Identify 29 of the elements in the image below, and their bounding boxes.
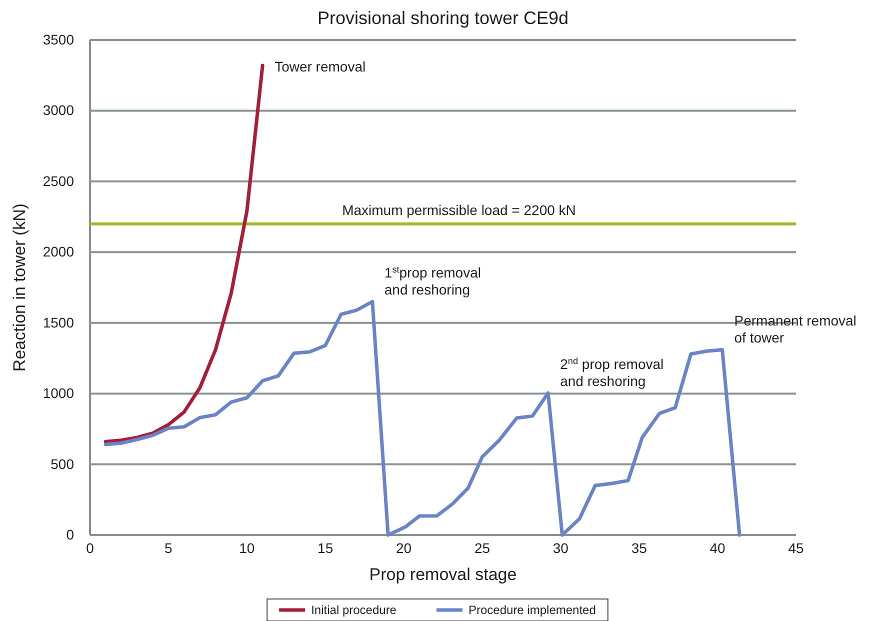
legend-label: Procedure implemented bbox=[468, 603, 596, 617]
y-tick-label: 3000 bbox=[42, 102, 74, 118]
x-tick-label: 15 bbox=[318, 540, 334, 556]
y-tick-label: 1000 bbox=[42, 385, 74, 402]
y-tick-label: 1500 bbox=[42, 314, 74, 330]
y-tick-label: 0 bbox=[66, 526, 74, 542]
x-tick-label: 40 bbox=[710, 540, 726, 556]
annotation: 2$^{nd}$ prop removal and reshoring bbox=[560, 356, 664, 390]
x-tick-label: 30 bbox=[552, 540, 569, 556]
x-tick-label: 10 bbox=[239, 540, 255, 556]
annotation: Tower removal bbox=[274, 58, 366, 74]
annotation: Permanent removal of tower bbox=[734, 312, 856, 346]
y-tick-label: 3500 bbox=[42, 31, 74, 48]
y-tick-label: 2500 bbox=[42, 172, 74, 189]
line-series bbox=[104, 64, 264, 444]
x-tick-label: 20 bbox=[396, 540, 412, 556]
y-axis-title: Reaction in tower (kN) bbox=[10, 203, 29, 372]
legend-label: Initial procedure bbox=[311, 603, 397, 617]
x-tick-label: 35 bbox=[631, 540, 648, 556]
annotation: 1$^{st}$prop removal and reshoring bbox=[384, 264, 481, 298]
x-tick-label: 0 bbox=[86, 540, 94, 556]
x-tick-label: 5 bbox=[164, 540, 173, 556]
y-tick-label: 2000 bbox=[42, 244, 74, 260]
y-tick-label: 500 bbox=[50, 456, 74, 472]
x-tick-label: 25 bbox=[474, 540, 490, 556]
ref-line-label: Maximum permissible load = 2200 kN bbox=[342, 202, 576, 218]
x-tick-label: 45 bbox=[788, 540, 804, 556]
chart-title: Provisional shoring tower CE9d bbox=[317, 8, 569, 28]
x-axis-title: Prop removal stage bbox=[369, 565, 517, 584]
